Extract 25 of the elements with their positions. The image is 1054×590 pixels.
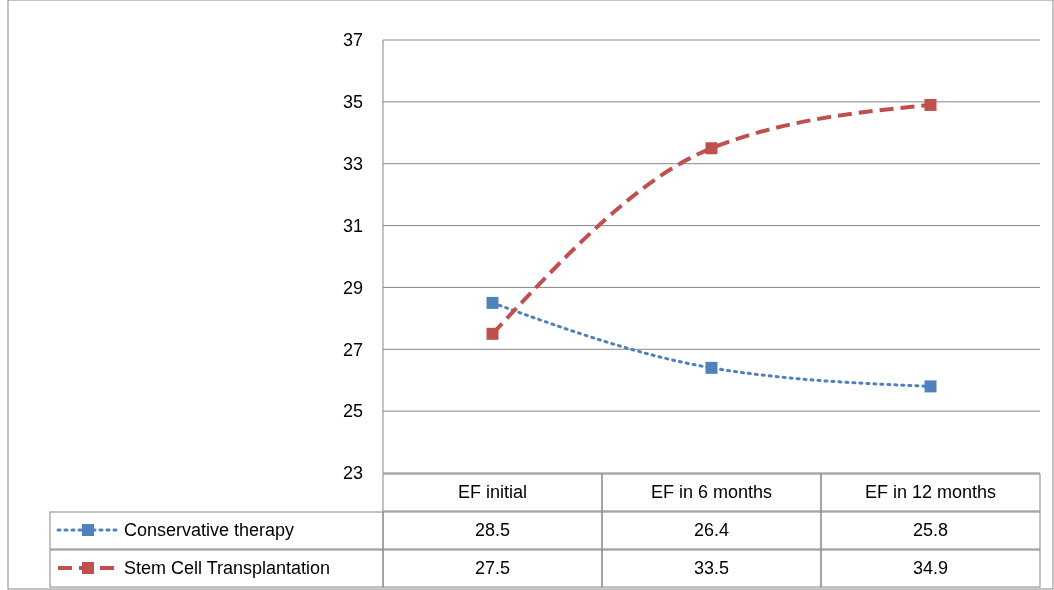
y-tick-label: 25 (342, 401, 363, 422)
y-tick-label: 27 (342, 339, 363, 360)
point (486, 327, 499, 340)
y-tick-label: 31 (342, 215, 363, 236)
point (705, 142, 718, 155)
data-label: 34.9 (912, 558, 949, 579)
x-tick-label: EF in 6 months (650, 482, 773, 503)
data-label: 28.5 (474, 520, 511, 541)
legend-label: Conservative therapy (124, 520, 295, 541)
data-label: 26.4 (693, 520, 730, 541)
point (924, 98, 937, 111)
data-label: 27.5 (474, 558, 511, 579)
y-tick-label: 23 (342, 463, 363, 484)
x-tick-label: EF in 12 months (864, 482, 997, 503)
y-tick-label: 33 (342, 154, 363, 175)
y-tick-label: 29 (342, 277, 363, 298)
point (486, 296, 499, 309)
y-tick-label: 35 (342, 92, 363, 113)
point (924, 380, 937, 393)
data-label: 33.5 (693, 558, 730, 579)
legend-label: Stem Cell Transplantation (124, 558, 331, 579)
point (705, 361, 718, 374)
x-tick-label: EF initial (457, 482, 528, 503)
y-tick-label: 37 (342, 30, 363, 51)
data-label: 25.8 (912, 520, 949, 541)
